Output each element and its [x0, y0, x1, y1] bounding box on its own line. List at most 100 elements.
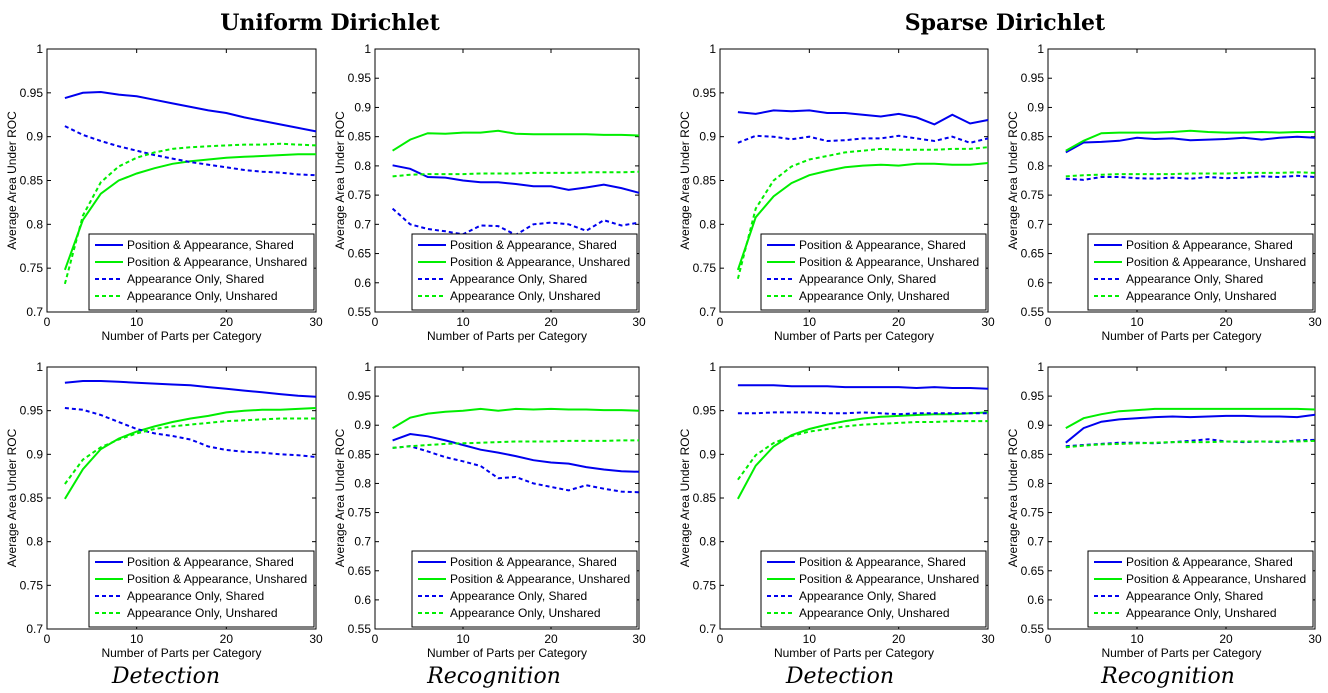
legend-label: Appearance Only, Shared — [127, 272, 264, 286]
legend-label: Appearance Only, Shared — [799, 589, 936, 603]
legend-box — [760, 550, 987, 628]
x-tick-label: 20 — [1219, 315, 1233, 329]
y-tick-label: 0.6 — [354, 593, 371, 607]
x-axis-label: Number of Parts per Category — [101, 646, 261, 660]
y-tick-label: 0.55 — [1021, 622, 1045, 636]
legend-label: Appearance Only, Unshared — [1126, 289, 1277, 303]
y-tick-label: 0.75 — [693, 261, 717, 275]
title-uniform-dirichlet: Uniform Dirichlet — [220, 10, 440, 36]
legend-label: Position & Appearance, Unshared — [127, 255, 307, 269]
x-tick-label: 10 — [456, 315, 470, 329]
caption-detection-left: Detection — [111, 664, 220, 689]
y-tick-label: 0.8 — [26, 217, 43, 231]
y-tick-label: 0.7 — [26, 622, 43, 636]
x-axis-label: Number of Parts per Category — [774, 329, 934, 343]
x-axis-label: Number of Parts per Category — [1101, 329, 1261, 343]
y-tick-label: 0.95 — [348, 71, 372, 85]
x-axis-label: Number of Parts per Category — [427, 329, 587, 343]
y-tick-label: 0.95 — [1021, 71, 1045, 85]
x-tick-label: 30 — [309, 315, 323, 329]
y-tick-label: 0.8 — [1027, 476, 1044, 490]
x-tick-label: 30 — [1308, 632, 1322, 646]
legend-label: Appearance Only, Shared — [1126, 589, 1263, 603]
series-line-3 — [64, 407, 317, 458]
legend-label: Appearance Only, Unshared — [450, 606, 601, 620]
series-line-2 — [737, 411, 989, 500]
x-tick-label: 30 — [1308, 315, 1322, 329]
x-tick-label: 20 — [220, 632, 234, 646]
series-line-4 — [392, 439, 639, 449]
legend-label: Position & Appearance, Shared — [799, 555, 966, 569]
y-tick-label: 0.9 — [26, 130, 43, 144]
y-tick-label: 1 — [709, 360, 716, 374]
y-tick-label: 1 — [364, 42, 371, 56]
y-tick-label: 0.75 — [348, 506, 372, 520]
y-tick-label: 0.8 — [26, 535, 43, 549]
series-line-4 — [737, 420, 988, 481]
legend-label: Position & Appearance, Shared — [127, 555, 294, 569]
x-tick-label: 0 — [717, 315, 724, 329]
y-axis-label: Average Area Under ROC — [333, 111, 347, 250]
x-axis-label: Number of Parts per Category — [774, 646, 934, 660]
legend-box — [88, 550, 315, 628]
y-tick-label: 1 — [709, 42, 716, 56]
series-line-1 — [392, 164, 640, 194]
legend-box — [1087, 550, 1314, 628]
y-tick-label: 0.9 — [699, 130, 716, 144]
series-line-1 — [392, 432, 640, 473]
x-tick-label: 20 — [892, 315, 906, 329]
caption-recognition-left: Recognition — [426, 664, 561, 689]
x-tick-label: 10 — [130, 315, 144, 329]
series-line-3 — [737, 134, 989, 144]
y-tick-label: 0.75 — [1021, 188, 1045, 202]
y-tick-label: 0.75 — [20, 261, 44, 275]
legend-label: Position & Appearance, Unshared — [799, 572, 979, 586]
legend-box — [411, 550, 638, 628]
y-tick-label: 0.7 — [699, 622, 716, 636]
legend-label: Appearance Only, Unshared — [450, 289, 601, 303]
legend-label: Position & Appearance, Unshared — [1126, 572, 1306, 586]
y-tick-label: 0.85 — [20, 174, 44, 188]
y-tick-label: 0.75 — [348, 188, 372, 202]
legend-label: Position & Appearance, Shared — [799, 238, 966, 252]
y-tick-label: 0.8 — [1027, 159, 1044, 173]
series-line-4 — [736, 146, 989, 279]
x-tick-label: 0 — [372, 632, 379, 646]
y-tick-label: 0.65 — [1021, 247, 1045, 261]
y-axis-label: Average Area Under ROC — [333, 428, 347, 567]
y-tick-label: 0.7 — [26, 305, 43, 319]
y-tick-label: 0.75 — [1021, 506, 1045, 520]
x-tick-label: 30 — [309, 632, 323, 646]
x-tick-label: 30 — [981, 315, 995, 329]
y-tick-label: 0.95 — [20, 404, 44, 418]
y-tick-label: 0.85 — [693, 491, 717, 505]
y-axis-label: Average Area Under ROC — [678, 111, 692, 250]
y-tick-label: 1 — [1037, 42, 1044, 56]
y-tick-label: 0.8 — [354, 476, 371, 490]
legend-box — [1087, 233, 1314, 311]
series-line-2 — [63, 153, 316, 271]
x-tick-label: 10 — [456, 632, 470, 646]
legend-box — [88, 233, 315, 311]
y-tick-label: 0.95 — [348, 389, 372, 403]
y-tick-label: 0.9 — [1027, 418, 1044, 432]
y-tick-label: 0.65 — [1021, 564, 1045, 578]
x-tick-label: 20 — [220, 315, 234, 329]
x-tick-label: 10 — [130, 632, 144, 646]
legend-label: Position & Appearance, Shared — [127, 238, 294, 252]
legend-label: Position & Appearance, Unshared — [450, 572, 630, 586]
x-tick-label: 20 — [892, 632, 906, 646]
series-line-2 — [392, 129, 640, 152]
legend-label: Appearance Only, Shared — [450, 272, 587, 286]
y-tick-label: 0.7 — [354, 535, 371, 549]
y-tick-label: 0.6 — [354, 276, 371, 290]
y-tick-label: 0.95 — [20, 86, 44, 100]
y-axis-label: Average Area Under ROC — [678, 428, 692, 567]
x-axis-label: Number of Parts per Category — [101, 329, 261, 343]
caption-detection-right: Detection — [785, 664, 894, 689]
y-tick-label: 0.55 — [1021, 305, 1045, 319]
x-tick-label: 10 — [1130, 632, 1144, 646]
